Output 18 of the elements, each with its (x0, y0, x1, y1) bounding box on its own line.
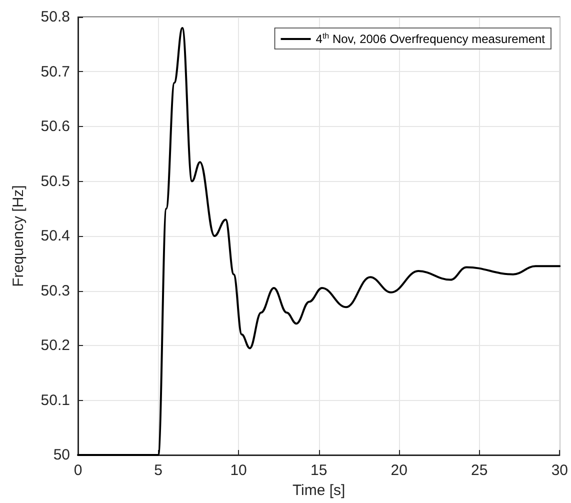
y-tick-label: 50.5 (40, 172, 70, 190)
x-tick-label: 5 (154, 462, 162, 479)
y-tick-label: 50 (53, 446, 70, 464)
y-tick-label: 50.2 (40, 337, 70, 354)
y-axis-title: Frequency [Hz] (10, 185, 27, 287)
y-tick-label: 50.7 (40, 63, 70, 80)
y-tick-label: 50.1 (40, 392, 70, 409)
y-tick-label: 50.6 (40, 118, 70, 135)
y-tick-label: 50.4 (40, 228, 70, 244)
x-tick-label: 20 (390, 462, 408, 479)
x-tick-label: 10 (230, 462, 247, 479)
x-tick-label: 30 (551, 462, 568, 479)
y-tick-label: 50.8 (40, 8, 70, 26)
x-tick-label: 25 (471, 462, 488, 479)
y-tick-label: 50.3 (40, 282, 70, 300)
x-tick-label: 0 (74, 462, 82, 479)
x-axis-title: Time [s] (292, 482, 346, 499)
x-tick-label: 15 (310, 462, 328, 479)
